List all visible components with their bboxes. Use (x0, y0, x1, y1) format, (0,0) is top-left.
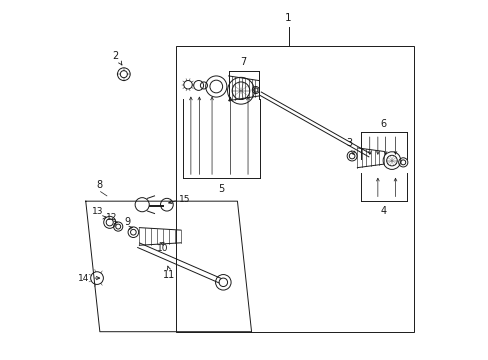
Text: 15: 15 (179, 195, 190, 204)
Text: 7: 7 (240, 57, 246, 67)
Text: 5: 5 (218, 184, 224, 194)
Text: 11: 11 (162, 270, 174, 280)
Bar (175, 46, 413, 332)
Text: 6: 6 (380, 119, 386, 129)
Text: 14: 14 (78, 274, 89, 283)
Text: 4: 4 (380, 207, 386, 216)
Text: 1: 1 (285, 13, 291, 23)
Text: 12: 12 (105, 213, 117, 222)
Text: 3: 3 (346, 138, 352, 148)
Text: 9: 9 (124, 217, 130, 226)
Text: 8: 8 (96, 180, 102, 190)
Text: 13: 13 (91, 207, 103, 216)
Text: 2: 2 (112, 51, 119, 61)
Text: 10: 10 (157, 244, 168, 253)
